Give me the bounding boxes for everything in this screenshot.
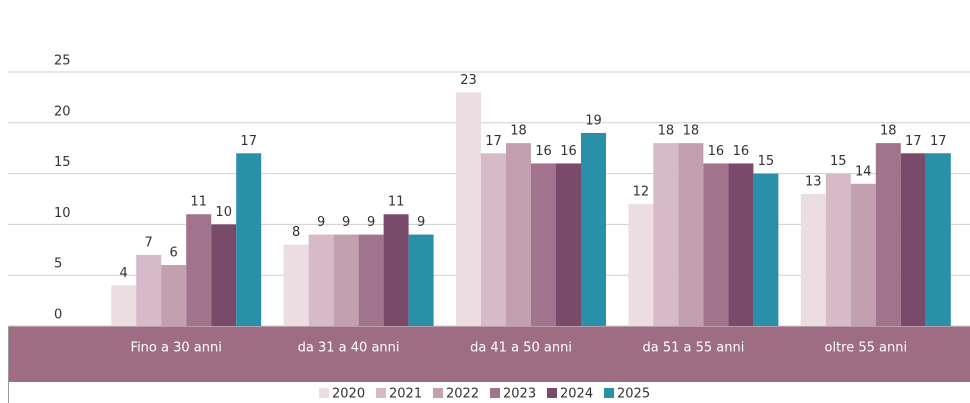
bar xyxy=(161,265,187,326)
bar xyxy=(531,163,556,326)
bar xyxy=(481,153,506,326)
data-label: 9 xyxy=(342,215,350,230)
bar xyxy=(628,204,654,326)
data-label: 9 xyxy=(417,215,425,230)
data-label: 9 xyxy=(367,215,375,230)
data-label: 18 xyxy=(658,124,675,139)
bar xyxy=(408,234,434,326)
data-label: 12 xyxy=(633,185,650,200)
data-label: 8 xyxy=(292,225,300,240)
legend-swatch xyxy=(604,388,614,398)
data-label: 14 xyxy=(855,164,872,179)
x-tick-label: oltre 55 anni xyxy=(825,341,908,356)
data-label: 17 xyxy=(905,134,922,149)
x-tick-label: Fino a 30 anni xyxy=(131,341,222,356)
y-tick-label: 0 xyxy=(54,308,62,323)
bar xyxy=(236,153,262,326)
bar xyxy=(825,173,851,326)
bar xyxy=(581,132,606,326)
bar xyxy=(925,153,951,326)
x-tick-label: da 41 a 50 anni xyxy=(470,341,572,356)
data-label: 11 xyxy=(190,195,207,210)
y-tick-label: 5 xyxy=(54,257,62,272)
legend-swatch xyxy=(433,388,443,398)
x-tick-label: da 31 a 40 anni xyxy=(298,341,400,356)
legend-label: 2020 xyxy=(332,387,365,402)
y-tick-label: 10 xyxy=(54,206,71,221)
y-tick-label: 25 xyxy=(54,54,71,69)
bar xyxy=(283,244,309,326)
bar xyxy=(111,285,137,326)
legend-swatch xyxy=(319,388,329,398)
data-label: 11 xyxy=(388,195,405,210)
bar xyxy=(875,143,901,326)
bar xyxy=(358,234,384,326)
data-label: 16 xyxy=(708,144,725,159)
legend-swatch xyxy=(376,388,386,398)
bar xyxy=(136,254,162,326)
legend-label: 2021 xyxy=(389,387,422,402)
data-label: 19 xyxy=(585,113,602,128)
bar xyxy=(678,143,704,326)
category-band xyxy=(8,326,970,382)
data-label: 7 xyxy=(145,235,153,250)
legend-label: 2022 xyxy=(446,387,479,402)
data-label: 13 xyxy=(805,174,822,189)
data-label: 16 xyxy=(560,144,577,159)
data-label: 17 xyxy=(240,134,257,149)
data-label: 4 xyxy=(120,266,128,281)
data-label: 15 xyxy=(758,154,775,169)
data-label: 16 xyxy=(733,144,750,159)
x-tick-label: da 51 a 55 anni xyxy=(642,341,744,356)
data-label: 10 xyxy=(215,205,232,220)
bar xyxy=(211,224,237,326)
legend-label: 2023 xyxy=(503,387,536,402)
data-label: 18 xyxy=(683,124,700,139)
bar xyxy=(456,92,481,326)
data-label: 23 xyxy=(460,73,477,88)
data-label: 17 xyxy=(930,134,947,149)
bar xyxy=(653,143,679,326)
bar xyxy=(800,193,826,326)
data-label: 6 xyxy=(170,246,178,261)
legend-label: 2025 xyxy=(617,387,650,402)
bar xyxy=(186,214,212,326)
bar xyxy=(556,163,581,326)
bar xyxy=(753,173,779,326)
bar xyxy=(900,153,926,326)
data-label: 17 xyxy=(485,134,502,149)
legend-swatch xyxy=(547,388,557,398)
y-tick-label: 15 xyxy=(54,155,71,170)
bar xyxy=(850,183,876,326)
bar xyxy=(703,163,729,326)
bar xyxy=(308,234,334,326)
bar xyxy=(728,163,754,326)
data-label: 18 xyxy=(880,124,897,139)
data-label: 18 xyxy=(510,124,527,139)
bar xyxy=(506,143,531,326)
bar xyxy=(383,214,409,326)
data-label: 16 xyxy=(535,144,552,159)
bar xyxy=(333,234,359,326)
legend-label: 2024 xyxy=(560,387,593,402)
data-label: 15 xyxy=(830,154,847,169)
y-tick-label: 20 xyxy=(54,104,71,119)
data-label: 9 xyxy=(317,215,325,230)
legend-swatch xyxy=(490,388,500,398)
